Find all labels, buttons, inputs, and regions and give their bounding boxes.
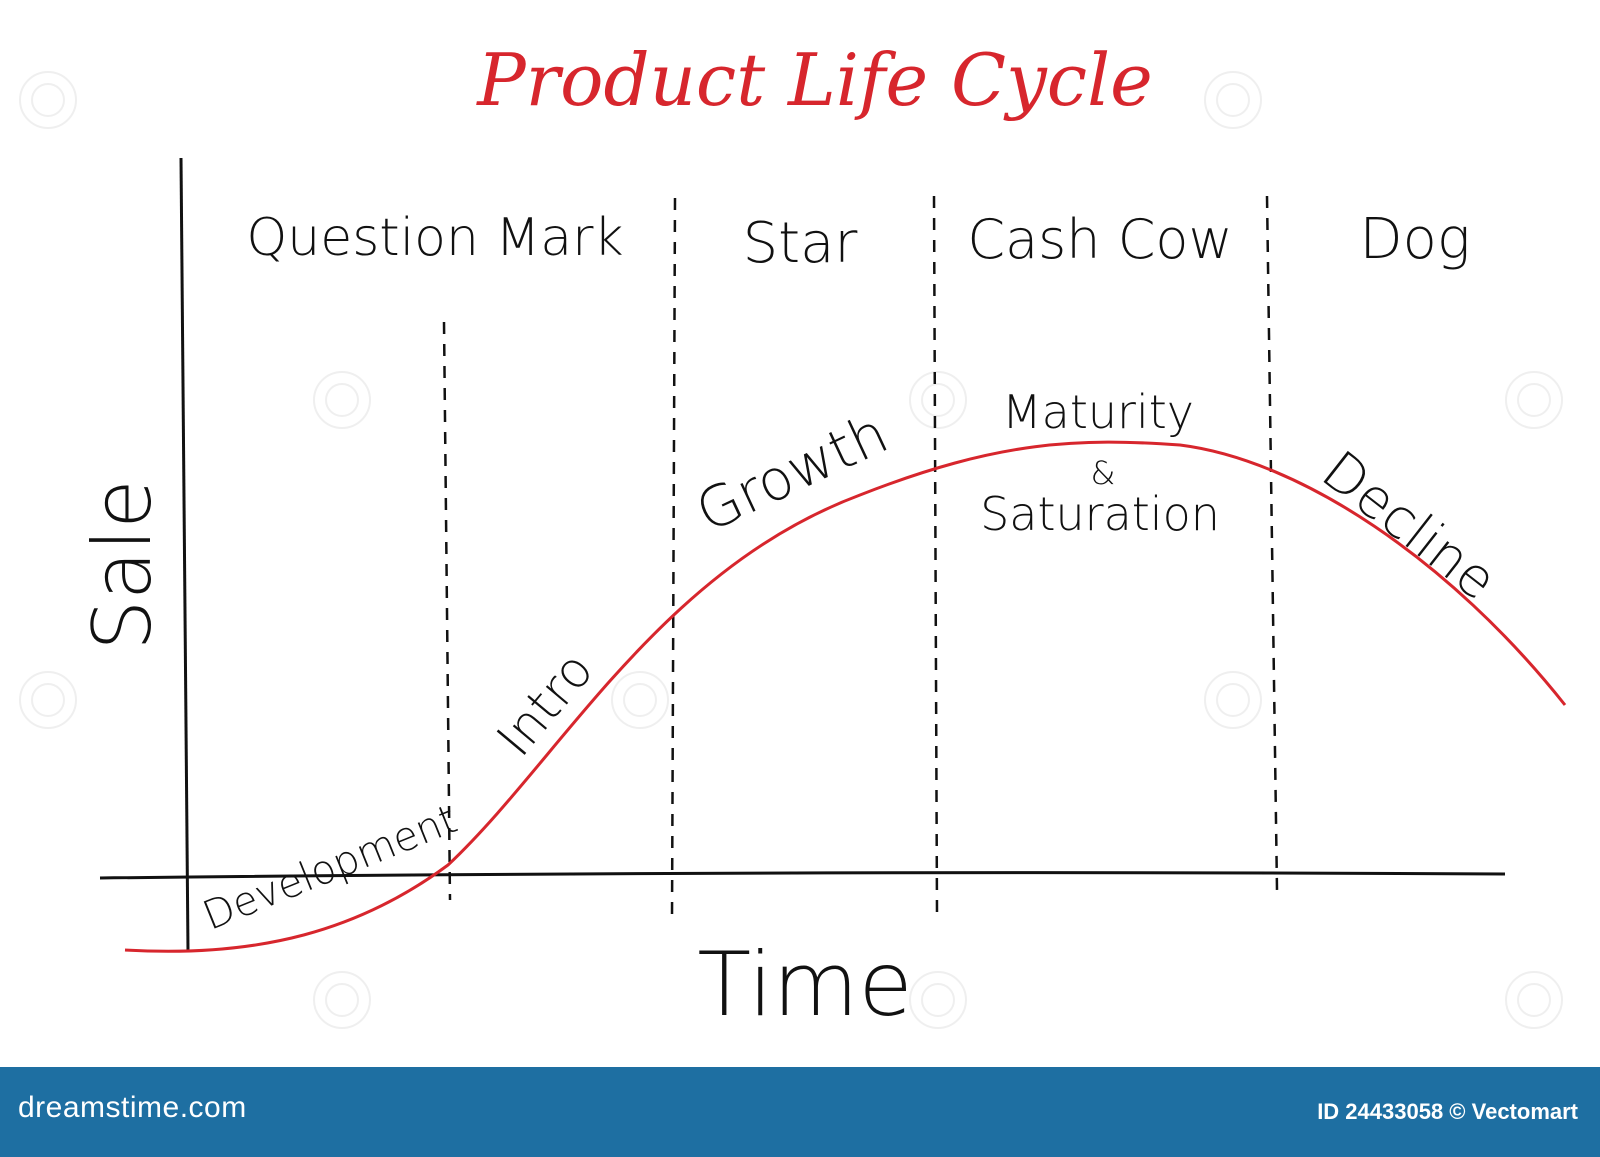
x-axis-label: Time <box>697 933 912 1036</box>
stage-label-growth: Growth <box>687 401 898 546</box>
matrix-label-star: Star <box>743 211 858 276</box>
stage-label-saturation: Saturation <box>980 487 1220 541</box>
stage-label-ampersand: & <box>1091 454 1116 492</box>
y-axis-label: Sale <box>76 479 169 650</box>
watermark <box>19 71 1563 1029</box>
divider-cash-cow <box>932 195 939 915</box>
x-axis <box>99 871 1506 880</box>
stage-label-decline: Decline <box>1310 438 1508 612</box>
divider-star <box>670 197 677 919</box>
stage-label-intro: Intro <box>485 641 604 767</box>
y-axis <box>179 157 190 953</box>
matrix-label-question-mark: Question Mark <box>246 208 623 268</box>
diagram-canvas: Product Life Cycle Sale Time Question Ma… <box>19 38 1567 1036</box>
footer-bar: dreamstime.com ID 24433058 © Vectomart <box>0 1067 1600 1157</box>
footer-brand[interactable]: dreamstime.com <box>18 1091 247 1124</box>
stage-label-development: Development <box>197 796 464 940</box>
footer-credit: ID 24433058 © Vectomart <box>1317 1099 1578 1124</box>
diagram-title: Product Life Cycle <box>475 38 1153 122</box>
divider-dog <box>1265 195 1279 891</box>
matrix-label-cash-cow: Cash Cow <box>967 208 1232 271</box>
matrix-label-dog: Dog <box>1360 207 1471 272</box>
life-cycle-curve <box>124 440 1567 953</box>
stage-label-maturity: Maturity <box>1002 385 1194 439</box>
divider-development <box>442 321 452 901</box>
